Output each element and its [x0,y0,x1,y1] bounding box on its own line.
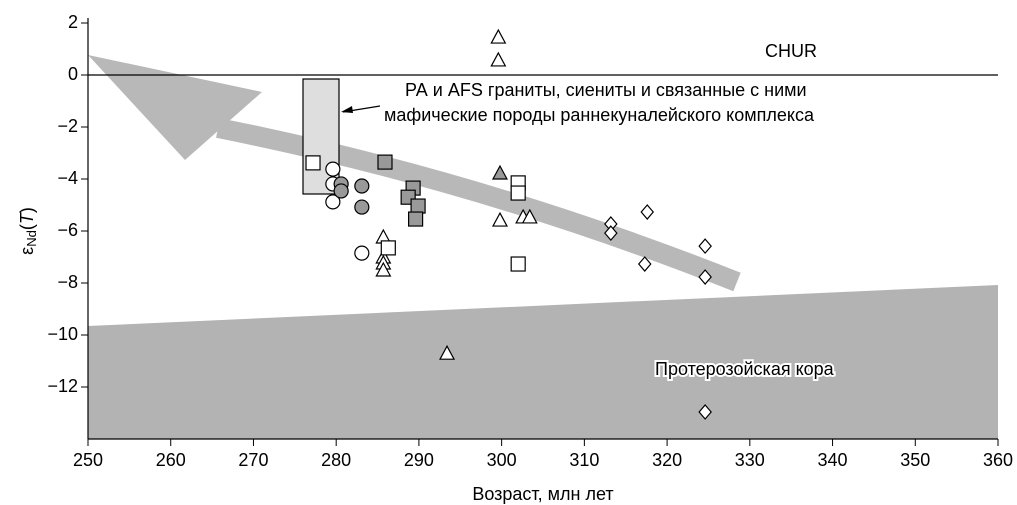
x-tick-label: 310 [569,450,599,470]
y-tick-label: −2 [57,116,78,136]
triangle-marker [491,211,508,227]
x-tick-label: 290 [404,450,434,470]
circle-marker [354,178,370,194]
triangle-marker [491,164,508,180]
x-axis-label: Возраст, млн лет [472,484,613,504]
annotation: мафические породы раннекуналейского комп… [384,105,815,125]
crust-area [88,285,998,439]
x-tick-label: 270 [238,450,268,470]
square-marker [305,155,321,171]
x-tick-label: 360 [983,450,1013,470]
circle-marker [325,161,341,177]
square-marker [380,240,396,256]
triangle-marker [375,261,392,277]
square-marker [377,154,393,170]
square-marker [510,185,526,201]
square-marker [410,198,426,214]
triangle-marker [439,344,456,360]
trend-arrow-head [88,55,262,160]
pointer-head [341,106,353,113]
diamond-marker [640,204,655,220]
y-label-part: ( [17,224,37,230]
y-tick-label: 2 [68,12,78,32]
x-tick-label: 250 [73,450,103,470]
circle-marker [354,199,370,215]
x-tick-label: 330 [735,450,765,470]
y-tick-label: −12 [47,376,78,396]
square-marker [510,256,526,272]
triangle-marker [490,28,507,44]
triangle-marker [490,51,507,67]
x-tick-label: 300 [487,450,517,470]
annotation: CHUR [765,41,817,61]
annotation: Протерозойская кора [655,359,835,379]
diamond-marker [698,404,712,420]
diamond-marker [698,238,712,255]
y-tick-label: −4 [57,168,78,188]
x-tick-label: 340 [818,450,848,470]
y-label-sub: Nd [24,230,39,247]
y-label-part: ε [17,247,37,255]
diamond-marker [698,269,712,285]
square-marker [408,211,424,227]
y-tick-label: −10 [47,324,78,344]
triangle-marker [521,208,538,224]
diamond-marker [637,256,652,272]
circle-marker [354,245,370,261]
circle-marker [325,194,341,210]
x-tick-label: 320 [652,450,682,470]
trend-arrow [216,118,741,292]
y-axis-label: εNd(T) [17,207,40,255]
x-tick-label: 350 [900,450,930,470]
diamond-marker [604,225,618,242]
y-label-part: T [17,211,37,224]
y-tick-label: −6 [57,220,78,240]
x-tick-label: 280 [321,450,351,470]
annotation: РА и AFS граниты, сиениты и связанные с … [405,80,807,100]
y-label-part: ) [17,207,37,213]
y-tick-label: −8 [57,272,78,292]
y-tick-label: 0 [68,64,78,84]
x-tick-label: 260 [156,450,186,470]
circle-marker [333,183,349,199]
